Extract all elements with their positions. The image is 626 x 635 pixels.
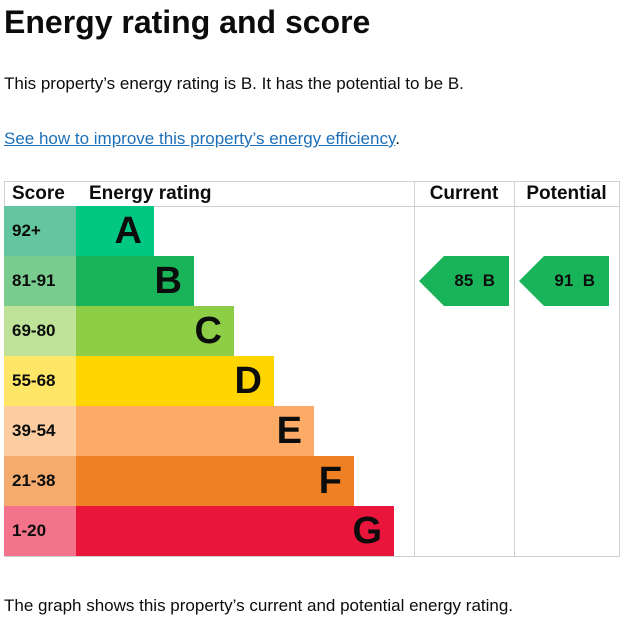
header-potential: Potential xyxy=(526,183,607,204)
score-range-b: 81-91 xyxy=(4,256,76,306)
table-border-bottom xyxy=(4,556,619,557)
header-score: Score xyxy=(12,183,65,204)
rating-bar-a: A xyxy=(76,206,154,256)
rating-bar-e: E xyxy=(76,406,314,456)
score-range-g: 1-20 xyxy=(4,506,76,556)
link-suffix: . xyxy=(395,129,400,148)
score-range-d: 55-68 xyxy=(4,356,76,406)
arrow-shape xyxy=(519,256,609,306)
rating-summary: This property’s energy rating is B. It h… xyxy=(4,74,464,93)
potential-rating-label: 91 B xyxy=(554,271,595,290)
potential-rating-arrow: 91 B xyxy=(519,256,609,306)
table-border-right xyxy=(619,181,620,557)
page-title: Energy rating and score xyxy=(4,4,371,40)
table-border-top xyxy=(4,181,619,182)
rating-bar-g: G xyxy=(76,506,394,556)
potential-divider xyxy=(514,181,515,557)
arrow-shape xyxy=(419,256,509,306)
rating-bar-f: F xyxy=(76,456,354,506)
score-range-e: 39-54 xyxy=(4,406,76,456)
header-current: Current xyxy=(429,183,499,204)
header-energy-rating: Energy rating xyxy=(89,183,212,204)
rating-bar-c: C xyxy=(76,306,234,356)
rating-bar-d: D xyxy=(76,356,274,406)
chart-caption: The graph shows this property’s current … xyxy=(4,596,514,615)
header-divider xyxy=(4,206,619,207)
improve-efficiency-link[interactable]: See how to improve this property’s energ… xyxy=(4,129,396,148)
rating-bar-b: B xyxy=(76,256,194,306)
improve-link-paragraph: See how to improve this property’s energ… xyxy=(4,129,400,149)
current-rating-arrow: 85 B xyxy=(419,256,509,306)
current-rating-label: 85 B xyxy=(454,271,495,290)
current-divider xyxy=(414,181,415,557)
score-range-c: 69-80 xyxy=(4,306,76,356)
score-range-a: 92+ xyxy=(4,206,76,256)
score-range-f: 21-38 xyxy=(4,456,76,506)
